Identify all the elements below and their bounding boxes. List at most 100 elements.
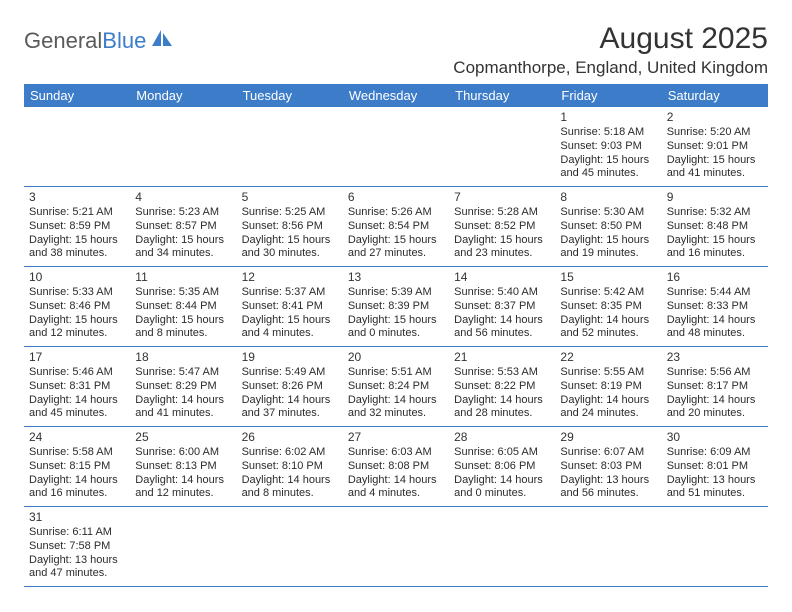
daylight-line: Daylight: 14 hours and 41 minutes. — [135, 394, 231, 422]
calendar-day-cell: 23Sunrise: 5:56 AMSunset: 8:17 PMDayligh… — [662, 347, 768, 427]
daylight-line: Daylight: 14 hours and 24 minutes. — [560, 394, 656, 422]
sunrise-line: Sunrise: 5:35 AM — [135, 286, 231, 300]
daylight-line: Daylight: 15 hours and 41 minutes. — [667, 154, 763, 182]
day-number: 22 — [560, 350, 656, 365]
day-number: 3 — [29, 190, 125, 205]
calendar-day-cell: 27Sunrise: 6:03 AMSunset: 8:08 PMDayligh… — [343, 427, 449, 507]
calendar-empty-cell — [343, 107, 449, 187]
sunset-line: Sunset: 8:39 PM — [348, 300, 444, 314]
daylight-line: Daylight: 14 hours and 28 minutes. — [454, 394, 550, 422]
sunrise-line: Sunrise: 5:39 AM — [348, 286, 444, 300]
calendar-day-cell: 19Sunrise: 5:49 AMSunset: 8:26 PMDayligh… — [237, 347, 343, 427]
calendar-day-cell: 16Sunrise: 5:44 AMSunset: 8:33 PMDayligh… — [662, 267, 768, 347]
daylight-line: Daylight: 15 hours and 45 minutes. — [560, 154, 656, 182]
sunrise-line: Sunrise: 5:33 AM — [29, 286, 125, 300]
day-number: 8 — [560, 190, 656, 205]
calendar-day-cell: 30Sunrise: 6:09 AMSunset: 8:01 PMDayligh… — [662, 427, 768, 507]
daylight-line: Daylight: 14 hours and 4 minutes. — [348, 474, 444, 502]
day-number: 9 — [667, 190, 763, 205]
calendar-body: 1Sunrise: 5:18 AMSunset: 9:03 PMDaylight… — [24, 107, 768, 587]
calendar-page: GeneralBlue August 2025 Copmanthorpe, En… — [0, 0, 792, 587]
location-subtitle: Copmanthorpe, England, United Kingdom — [453, 58, 768, 78]
sail-icon — [150, 28, 174, 54]
brand-logo: GeneralBlue — [24, 22, 174, 54]
sunset-line: Sunset: 8:01 PM — [667, 460, 763, 474]
calendar-day-cell: 2Sunrise: 5:20 AMSunset: 9:01 PMDaylight… — [662, 107, 768, 187]
daylight-line: Daylight: 14 hours and 52 minutes. — [560, 314, 656, 342]
calendar-day-cell: 26Sunrise: 6:02 AMSunset: 8:10 PMDayligh… — [237, 427, 343, 507]
sunrise-line: Sunrise: 5:30 AM — [560, 206, 656, 220]
sunset-line: Sunset: 8:52 PM — [454, 220, 550, 234]
daylight-line: Daylight: 15 hours and 19 minutes. — [560, 234, 656, 262]
title-block: August 2025 Copmanthorpe, England, Unite… — [453, 22, 768, 78]
sunrise-line: Sunrise: 5:26 AM — [348, 206, 444, 220]
sunrise-line: Sunrise: 6:11 AM — [29, 526, 125, 540]
calendar-empty-cell — [237, 107, 343, 187]
calendar-day-cell: 12Sunrise: 5:37 AMSunset: 8:41 PMDayligh… — [237, 267, 343, 347]
sunrise-line: Sunrise: 5:47 AM — [135, 366, 231, 380]
sunrise-line: Sunrise: 6:09 AM — [667, 446, 763, 460]
sunset-line: Sunset: 8:19 PM — [560, 380, 656, 394]
daylight-line: Daylight: 15 hours and 38 minutes. — [29, 234, 125, 262]
day-number: 1 — [560, 110, 656, 125]
sunset-line: Sunset: 8:35 PM — [560, 300, 656, 314]
day-number: 31 — [29, 510, 125, 525]
sunset-line: Sunset: 8:26 PM — [242, 380, 338, 394]
daylight-line: Daylight: 14 hours and 45 minutes. — [29, 394, 125, 422]
calendar-day-cell: 11Sunrise: 5:35 AMSunset: 8:44 PMDayligh… — [130, 267, 236, 347]
calendar-day-cell: 15Sunrise: 5:42 AMSunset: 8:35 PMDayligh… — [555, 267, 661, 347]
calendar-day-cell: 31Sunrise: 6:11 AMSunset: 7:58 PMDayligh… — [24, 507, 130, 587]
sunset-line: Sunset: 8:10 PM — [242, 460, 338, 474]
daylight-line: Daylight: 15 hours and 4 minutes. — [242, 314, 338, 342]
sunset-line: Sunset: 8:57 PM — [135, 220, 231, 234]
sunset-line: Sunset: 8:37 PM — [454, 300, 550, 314]
calendar-day-cell: 18Sunrise: 5:47 AMSunset: 8:29 PMDayligh… — [130, 347, 236, 427]
calendar-empty-cell — [555, 507, 661, 587]
calendar-week-row: 1Sunrise: 5:18 AMSunset: 9:03 PMDaylight… — [24, 107, 768, 187]
sunset-line: Sunset: 8:48 PM — [667, 220, 763, 234]
day-number: 27 — [348, 430, 444, 445]
day-number: 28 — [454, 430, 550, 445]
calendar-day-cell: 8Sunrise: 5:30 AMSunset: 8:50 PMDaylight… — [555, 187, 661, 267]
sunrise-line: Sunrise: 5:53 AM — [454, 366, 550, 380]
daylight-line: Daylight: 14 hours and 20 minutes. — [667, 394, 763, 422]
header: GeneralBlue August 2025 Copmanthorpe, En… — [24, 22, 768, 78]
daylight-line: Daylight: 13 hours and 51 minutes. — [667, 474, 763, 502]
logo-text-2: Blue — [102, 28, 146, 54]
sunrise-line: Sunrise: 6:03 AM — [348, 446, 444, 460]
calendar-day-cell: 1Sunrise: 5:18 AMSunset: 9:03 PMDaylight… — [555, 107, 661, 187]
sunrise-line: Sunrise: 5:37 AM — [242, 286, 338, 300]
day-number: 25 — [135, 430, 231, 445]
day-number: 26 — [242, 430, 338, 445]
sunrise-line: Sunrise: 6:00 AM — [135, 446, 231, 460]
sunset-line: Sunset: 9:03 PM — [560, 140, 656, 154]
day-number: 12 — [242, 270, 338, 285]
day-number: 18 — [135, 350, 231, 365]
daylight-line: Daylight: 14 hours and 0 minutes. — [454, 474, 550, 502]
day-number: 4 — [135, 190, 231, 205]
calendar-week-row: 17Sunrise: 5:46 AMSunset: 8:31 PMDayligh… — [24, 347, 768, 427]
day-number: 10 — [29, 270, 125, 285]
day-number: 16 — [667, 270, 763, 285]
sunset-line: Sunset: 8:08 PM — [348, 460, 444, 474]
sunset-line: Sunset: 8:31 PM — [29, 380, 125, 394]
day-number: 23 — [667, 350, 763, 365]
month-title: August 2025 — [453, 22, 768, 56]
sunrise-line: Sunrise: 5:32 AM — [667, 206, 763, 220]
calendar-week-row: 24Sunrise: 5:58 AMSunset: 8:15 PMDayligh… — [24, 427, 768, 507]
daylight-line: Daylight: 15 hours and 0 minutes. — [348, 314, 444, 342]
calendar-day-cell: 14Sunrise: 5:40 AMSunset: 8:37 PMDayligh… — [449, 267, 555, 347]
calendar-table: SundayMondayTuesdayWednesdayThursdayFrid… — [24, 84, 768, 587]
calendar-header-row: SundayMondayTuesdayWednesdayThursdayFrid… — [24, 84, 768, 107]
day-number: 19 — [242, 350, 338, 365]
calendar-empty-cell — [662, 507, 768, 587]
sunrise-line: Sunrise: 5:46 AM — [29, 366, 125, 380]
sunrise-line: Sunrise: 5:28 AM — [454, 206, 550, 220]
sunrise-line: Sunrise: 5:56 AM — [667, 366, 763, 380]
day-number: 7 — [454, 190, 550, 205]
sunset-line: Sunset: 8:54 PM — [348, 220, 444, 234]
daylight-line: Daylight: 15 hours and 34 minutes. — [135, 234, 231, 262]
sunrise-line: Sunrise: 5:55 AM — [560, 366, 656, 380]
sunset-line: Sunset: 8:17 PM — [667, 380, 763, 394]
sunset-line: Sunset: 8:50 PM — [560, 220, 656, 234]
